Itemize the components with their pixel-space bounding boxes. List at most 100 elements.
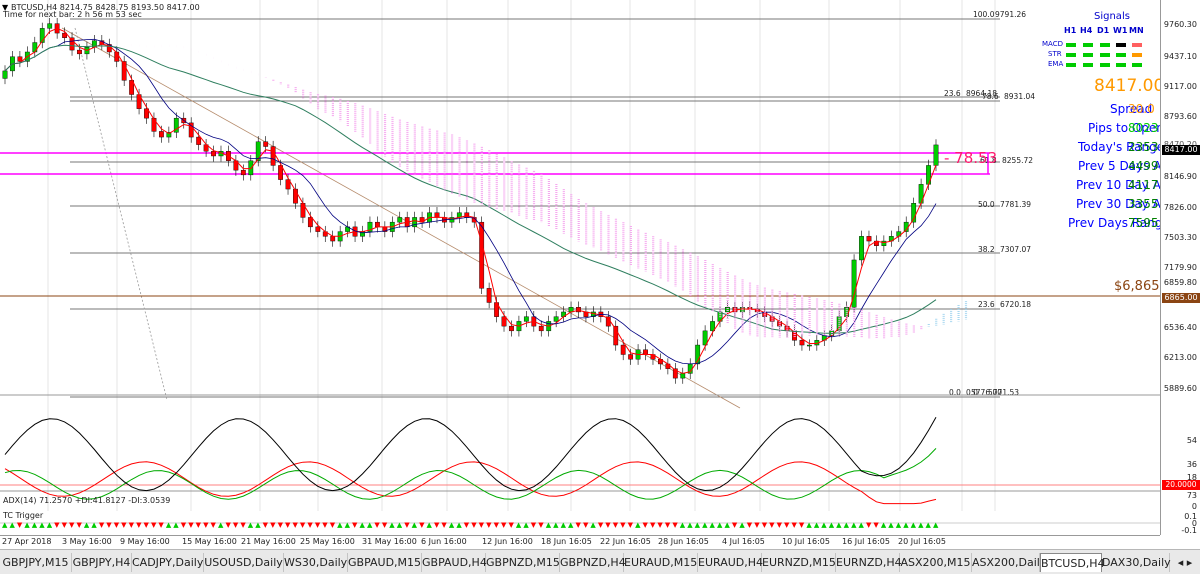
tc-arrow: ▼ [315,521,321,529]
tc-arrow: ▼ [17,521,23,529]
date-label: 9 May 16:00 [120,537,170,546]
time-axis[interactable]: 27 Apr 2018 3 May 16:00 9 May 16:00 15 May … [0,535,1160,550]
candle-body [933,144,939,166]
candle-body [255,141,261,161]
axis-label: 8793.60 [1163,112,1197,121]
tab-dax30-daily[interactable]: DAX30,Daily [1102,553,1171,572]
date-label: 20 Jul 16:05 [898,537,946,546]
tc-arrow: ▼ [672,521,678,529]
tc-arrow: ▼ [404,521,410,529]
tab-euraud-m15[interactable]: EURAUD,M15 [624,553,698,572]
axis-label: 7179.90 [1163,263,1197,272]
tc-arrow: ▲ [218,521,224,529]
tc-arrow: ▲ [360,521,366,529]
tc-arrow: ▲ [553,521,559,529]
chart-collapse-icon[interactable]: ▼ [2,3,9,12]
candle-body [159,131,164,138]
tab-gbpaud-m15[interactable]: GBPAUD,M15 [348,553,422,572]
tc-arrow: ▼ [799,521,805,529]
candle-body [248,160,254,176]
tc-arrow: ▲ [166,521,172,529]
tab-gbpnzd-m15[interactable]: GBPNZD,M15 [486,553,560,572]
prev-5-days-label: Prev 5 Days Av [1078,159,1168,173]
tab-ws30-daily[interactable]: WS30,Daily [284,553,348,572]
tc-arrow: ▲ [821,521,827,529]
tc-arrow: ▼ [501,521,507,529]
tab-eurnzd-m15[interactable]: EURNZD,M15 [762,553,836,572]
tc-arrow: ▼ [777,521,783,529]
price-chart-pane[interactable]: 100.09791.2623.68964.1878.68931.0461.882… [0,0,1170,511]
tabs-scroll-icon[interactable]: ◂ ▸ [1177,556,1193,569]
tc-arrow: ▲ [888,521,894,529]
tab-asx200-m15[interactable]: ASX200,M15 [900,553,972,572]
axis-label: 7503.30 [1163,233,1197,242]
range-annotation: - 78.53 [944,149,998,167]
tc-arrow: ▲ [710,521,716,529]
candle-body [69,37,75,51]
prev-10-day-value: 4117 [1128,178,1159,192]
tc-trigger-svg: ▲ ▲ ▼ ▲ ▲ ▲ ▲ ▼ ▼ ▼ ▼ ▲ ▲ ▼ ▼ ▼ ▼ ▼ ▼ ▼ ▼ ▼ ▲ ▲ ▼ ▼ ▼ ▼ ▼ ▲ ▼ ▼ ▼ ▲ ▲ ▼ ▼ ▼ ▼ ▼… [0,521,1160,529]
adx-title: ADX(14) 71.2570 +DI:41.8127 -DI:3.0539 [3,496,171,505]
candle-body [434,212,440,218]
axis-label: 5889.60 [1163,384,1197,393]
tab-gbpjpy-m15[interactable]: GBPJPY,M15 [0,553,72,572]
tc-arrow: ▼ [628,521,634,529]
price-axis[interactable]: 9760.30 9437.10 9117.00 8793.60 8470.20 … [1160,0,1200,535]
tab-gbpjpy-h4[interactable]: GBPJPY,H4 [72,553,132,572]
spread-value: 30.0 [1128,102,1155,116]
candle-body [196,136,202,145]
tab-gbpnzd-h4[interactable]: GBPNZD,H4 [560,553,626,572]
tc-arrow: ▲ [918,521,924,529]
candle-body [240,169,246,176]
signal-cell [1066,63,1076,67]
tf-mn: MN [1129,26,1144,35]
tc-arrow: ▼ [762,521,768,529]
tc-arrow: ▲ [829,521,835,529]
tc-arrow: ▲ [859,521,865,529]
tc-arrow: ▲ [397,521,403,529]
tc-arrow: ▲ [412,521,418,529]
candle-body [486,288,492,303]
tc-arrow: ▼ [307,521,313,529]
minus-di-line [4,461,937,505]
tc-arrow: ▲ [546,521,552,529]
axis-label: 6859.80 [1163,278,1197,287]
price-chart-svg[interactable]: 100.09791.2623.68964.1878.68931.0461.882… [0,0,1160,511]
signals-title: Signals [1094,11,1130,22]
candle-body [859,236,864,261]
adx-line [4,417,937,492]
tc-arrow: ▲ [717,521,723,529]
tc-trigger-pane[interactable]: ▲ ▲ ▼ ▲ ▲ ▲ ▲ ▼ ▼ ▼ ▼ ▲ ▲ ▼ ▼ ▼ ▼ ▼ ▼ ▼ ▼ ▼ ▲ ▲ ▼ ▼ ▼ ▼ ▼ ▲ ▼ ▼ ▼ ▲ ▲ ▼ ▼ ▼ ▼ ▼… [0,511,1160,535]
tab-euraud-h4[interactable]: EURAUD,H4 [698,553,763,572]
signal-row-str: STR [1048,50,1062,58]
candle-body [121,61,127,81]
pips-to-open-value: 8023 [1128,121,1159,135]
tab-btcusd-h4[interactable]: BTCUSD,H4 [1040,553,1105,572]
axis-label: 9437.10 [1163,52,1197,61]
tc-arrow: ▼ [270,521,276,529]
tc-arrow: ▼ [188,521,194,529]
candle-body [806,344,812,347]
long-ma-line [4,44,937,334]
next-bar-timer: Time for next bar: 2 h 56 m 53 sec [3,10,142,19]
signal-row-macd: MACD [1042,40,1063,48]
candle-body [307,217,313,228]
tc-arrow: ▼ [240,521,246,529]
signal-row-ema: EMA [1048,60,1064,68]
tc-arrow: ▼ [263,521,269,529]
tc-arrow: ▼ [292,521,298,529]
tc-arrow: ▼ [233,521,239,529]
tab-cadjpy-daily[interactable]: CADJPY,Daily [132,553,204,572]
tc-arrow: ▼ [211,521,217,529]
candle-body [188,122,194,138]
tab-usousd-daily[interactable]: USOUSD,Daily [204,553,284,572]
tc-axis-label: 0 [1191,519,1197,528]
date-label: 31 May 16:00 [362,537,417,546]
tab-eurnzd-h4[interactable]: EURNZD,H4 [836,553,902,572]
adx-axis-label: 54 [1186,436,1197,445]
tab-asx200-daily[interactable]: ASX200,Daily [972,553,1046,572]
tab-gbpaud-h4[interactable]: GBPAUD,H4 [422,553,487,572]
candle-body [315,226,321,232]
fib-price-label: 5776.00 [971,388,1002,397]
tc-arrow: ▼ [583,521,589,529]
